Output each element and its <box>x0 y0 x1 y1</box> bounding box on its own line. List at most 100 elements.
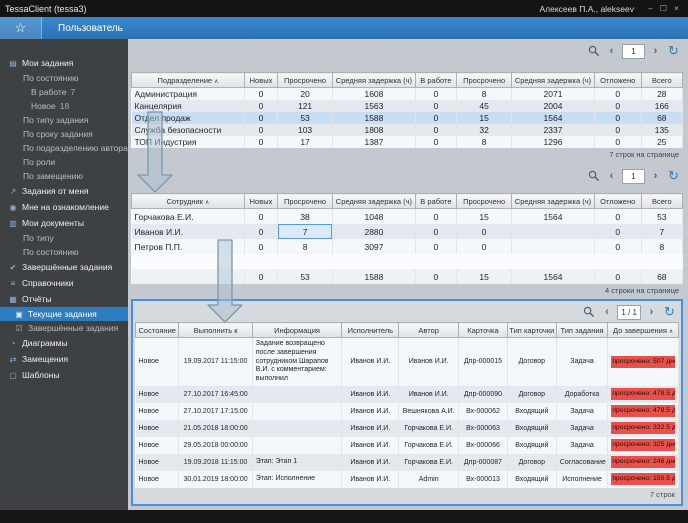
column-header[interactable]: Средняя задержка (ч) <box>511 72 595 88</box>
sidebar-item[interactable]: ▥ Мои документы <box>0 215 128 231</box>
table-cell: 0 <box>415 208 458 224</box>
next-page-button[interactable]: › <box>648 44 663 59</box>
sidebar-item[interactable]: По состоянию <box>0 71 128 85</box>
maximize-button[interactable]: ☐ <box>659 4 668 13</box>
table-cell: Договор <box>507 337 557 386</box>
table-row[interactable]: Петров П.П. 0 8 3097 0 0 0 8 <box>131 239 684 254</box>
sidebar-item[interactable]: По типу <box>0 231 128 245</box>
column-header[interactable]: Состояние <box>134 322 180 338</box>
table-cell: 121 <box>277 100 334 112</box>
table-row[interactable]: Служба безопасности 0 103 1808 0 32 2337 0 135 <box>131 124 684 136</box>
refresh-button[interactable]: ↻ <box>662 304 677 320</box>
prev-page-button[interactable]: ‹ <box>599 305 614 320</box>
column-header[interactable]: Тип задания <box>555 322 609 338</box>
column-header[interactable]: Исполнитель <box>341 322 400 338</box>
column-header[interactable]: Средняя задержка (ч) <box>332 72 416 88</box>
table-row[interactable]: Администрация 0 20 1608 0 8 2071 0 28 <box>131 87 684 100</box>
column-header[interactable]: Средняя задержка (ч) <box>332 193 416 209</box>
table-cell: Новое <box>135 385 180 403</box>
sidebar-item[interactable]: По подразделению автора <box>0 141 128 155</box>
table-row[interactable]: Новое 30.01.2019 18:00:00 Этап: Исполнение… <box>135 470 679 488</box>
table-cell: 0 <box>456 239 513 254</box>
column-header[interactable]: Тип карточки <box>506 322 557 338</box>
close-button[interactable]: × <box>674 4 679 13</box>
table-cell: 0 <box>415 124 458 136</box>
prev-page-button[interactable]: ‹ <box>604 169 619 184</box>
sidebar-item[interactable]: ▢ Шаблоны <box>0 367 128 383</box>
table-row[interactable]: Новое 21.05.2018 18:00:00 Иванов И.И. Горча… <box>135 419 679 437</box>
table-row[interactable]: 0 53 1588 0 15 1564 0 68 <box>131 269 684 284</box>
sidebar-item[interactable]: По сроку задания <box>0 127 128 141</box>
column-header[interactable]: Всего <box>640 72 684 88</box>
sidebar-item[interactable]: ▦ Отчёты <box>0 291 128 307</box>
table-row[interactable]: Новое 27.10.2017 17:15:00 Иванов И.И. Вешня… <box>135 402 679 420</box>
sidebar-item-label: По состоянию <box>23 247 79 257</box>
sidebar-item[interactable]: По состоянию <box>0 245 128 259</box>
sidebar-item[interactable]: ▣ Текущие задания <box>0 307 128 321</box>
filter-search-button[interactable] <box>586 169 601 184</box>
table-cell: 103 <box>277 124 334 136</box>
next-page-button[interactable]: › <box>644 305 659 320</box>
sidebar-item[interactable]: ◉ Мне на ознакомление <box>0 199 128 215</box>
refresh-button[interactable]: ↻ <box>666 168 681 184</box>
column-header[interactable]: Новых <box>243 72 279 88</box>
table-row[interactable]: Горчакова Е.И. 0 38 1048 0 15 1564 0 53 <box>131 208 684 224</box>
employees-row-count: 4 строки на странице <box>605 286 679 295</box>
table-row[interactable]: Новое 29.05.2018 00:00:00 Иванов И.И. Горча… <box>135 436 679 454</box>
sidebar-item[interactable]: По замещению <box>0 169 128 183</box>
sidebar-item[interactable]: ☑ Завершённые задания <box>0 321 128 335</box>
column-header[interactable]: Просрочено <box>277 193 334 209</box>
minimize-button[interactable]: – <box>648 4 653 13</box>
table-cell: Служба безопасности <box>131 124 245 136</box>
table-row[interactable]: Новое 19.09.2018 11:15:00 Этап: Этап 1 Иван… <box>135 453 679 471</box>
column-header[interactable]: Карточка <box>458 322 508 338</box>
column-header[interactable]: До завершения ∧ <box>607 322 679 338</box>
column-header[interactable]: Средняя задержка (ч) <box>511 193 595 209</box>
table-row[interactable]: Новое 27.10.2017 16:45:00 Иванов И.И. Ивано… <box>135 385 679 403</box>
column-header[interactable]: Новых <box>243 193 279 209</box>
documents-icon: ▥ <box>9 218 17 228</box>
column-header[interactable]: Просрочено <box>277 72 334 88</box>
table-cell: Канцелярия <box>131 100 245 112</box>
done-icon: ✔ <box>9 262 17 272</box>
table-row[interactable]: Отдел продаж 0 53 1588 0 15 1564 0 68 <box>131 112 684 124</box>
table-cell: Горчакова Е.И. <box>398 453 460 471</box>
column-header[interactable]: Информация <box>251 322 343 338</box>
sidebar-item[interactable]: По типу задания <box>0 113 128 127</box>
column-header[interactable]: В работе <box>414 72 458 88</box>
column-header[interactable]: Просрочено <box>456 193 513 209</box>
sidebar-item[interactable]: По роли <box>0 155 128 169</box>
sidebar-item-label: Замещения <box>22 354 69 364</box>
table-row[interactable]: ТОП Индустрия 0 17 1387 0 8 1296 0 25 <box>131 136 684 148</box>
table-cell <box>252 419 343 437</box>
table-cell: 0 <box>594 239 642 254</box>
column-header[interactable]: Всего <box>640 193 684 209</box>
filter-search-button[interactable] <box>581 305 596 320</box>
refresh-button[interactable]: ↻ <box>666 43 681 59</box>
column-header[interactable]: Автор <box>398 322 460 338</box>
column-header[interactable]: Подразделение ∧ <box>131 72 245 88</box>
column-header[interactable]: Сотрудник ∧ <box>131 193 245 209</box>
sidebar-item[interactable]: ⇄ Замещения <box>0 351 128 367</box>
sidebar-item[interactable]: В работе 7 <box>0 85 128 99</box>
column-header[interactable]: Отложено <box>593 72 642 88</box>
sidebar-item[interactable]: ✔ Завершённые задания <box>0 259 128 275</box>
column-header[interactable]: Просрочено <box>456 72 513 88</box>
column-header[interactable]: Отложено <box>593 193 642 209</box>
sidebar-item[interactable]: Новое 18 <box>0 99 128 113</box>
sidebar-item[interactable]: ≡ Справочники <box>0 275 128 291</box>
prev-page-button[interactable]: ‹ <box>604 44 619 59</box>
sidebar-item[interactable]: ▤ Мои задания <box>0 55 128 71</box>
sidebar-item[interactable]: ◔ Диаграммы <box>0 335 128 351</box>
table-row[interactable]: Канцелярия 0 121 1563 0 45 2004 0 166 <box>131 100 684 112</box>
table-row[interactable]: Иванов И.И. 0 7 2880 0 0 0 7 <box>131 224 684 239</box>
overdue-badge: просрочено: 507 дней <box>611 355 675 368</box>
favorites-button[interactable]: ☆ <box>0 17 42 39</box>
sidebar-item[interactable]: ↗ Задания от меня <box>0 183 128 199</box>
table-row[interactable]: Новое 19.09.2017 11:15:00 Задание возвраще… <box>135 337 679 386</box>
next-page-button[interactable]: › <box>648 169 663 184</box>
filter-search-button[interactable] <box>586 44 601 59</box>
column-header[interactable]: Выполнить к <box>178 322 253 338</box>
column-header[interactable]: В работе <box>414 193 458 209</box>
sidebar-item-label: Диаграммы <box>22 338 68 348</box>
